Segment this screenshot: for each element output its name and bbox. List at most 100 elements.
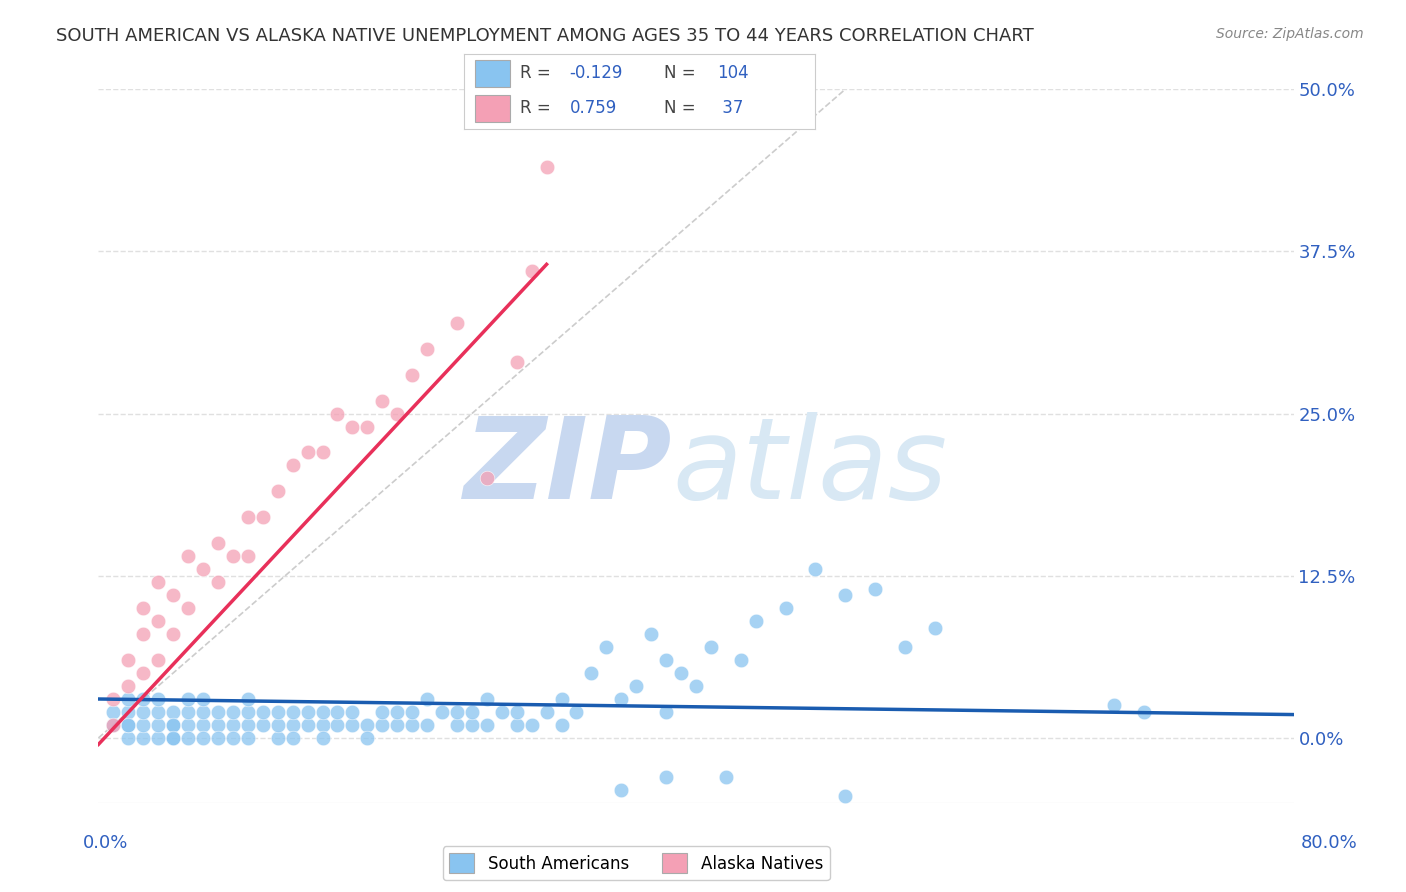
Point	[745, 614, 768, 628]
Point	[177, 705, 200, 719]
Point	[117, 705, 139, 719]
Point	[236, 705, 259, 719]
Point	[252, 705, 274, 719]
Point	[236, 692, 259, 706]
Text: 104: 104	[717, 64, 748, 82]
Point	[700, 640, 723, 654]
Point	[416, 718, 439, 732]
Point	[520, 718, 543, 732]
Point	[222, 731, 245, 745]
Point	[162, 705, 184, 719]
Point	[1133, 705, 1156, 719]
Point	[610, 782, 633, 797]
Point	[132, 731, 155, 745]
Point	[834, 789, 856, 804]
Point	[222, 549, 245, 564]
Point	[162, 731, 184, 745]
Text: 37: 37	[717, 99, 744, 117]
Point	[132, 718, 155, 732]
Point	[356, 419, 378, 434]
Point	[191, 731, 214, 745]
Point	[148, 731, 170, 745]
Point	[685, 679, 707, 693]
Point	[714, 770, 737, 784]
Point	[148, 705, 170, 719]
Point	[177, 718, 200, 732]
Point	[297, 718, 319, 732]
Point	[162, 627, 184, 641]
Point	[222, 705, 245, 719]
Point	[177, 731, 200, 745]
Point	[103, 692, 125, 706]
Point	[281, 705, 304, 719]
Point	[252, 510, 274, 524]
Point	[581, 666, 603, 681]
Point	[222, 718, 245, 732]
Point	[356, 731, 378, 745]
Point	[236, 510, 259, 524]
Point	[446, 316, 468, 330]
Point	[297, 445, 319, 459]
Point	[475, 471, 498, 485]
Point	[640, 627, 662, 641]
Point	[148, 692, 170, 706]
Point	[162, 588, 184, 602]
Point	[132, 627, 155, 641]
Point	[924, 621, 946, 635]
Point	[207, 718, 229, 732]
Point	[117, 692, 139, 706]
Point	[385, 718, 409, 732]
Point	[177, 692, 200, 706]
Text: SOUTH AMERICAN VS ALASKA NATIVE UNEMPLOYMENT AMONG AGES 35 TO 44 YEARS CORRELATI: SOUTH AMERICAN VS ALASKA NATIVE UNEMPLOY…	[56, 27, 1033, 45]
Point	[655, 770, 678, 784]
Point	[655, 653, 678, 667]
Point	[117, 679, 139, 693]
Text: -0.129: -0.129	[569, 64, 623, 82]
Point	[446, 718, 468, 732]
Point	[177, 601, 200, 615]
Point	[834, 588, 856, 602]
Point	[103, 705, 125, 719]
Text: 0.0%: 0.0%	[83, 834, 128, 852]
Point	[311, 731, 333, 745]
Point	[326, 705, 349, 719]
Point	[446, 705, 468, 719]
Point	[401, 705, 423, 719]
Point	[148, 718, 170, 732]
Point	[311, 718, 333, 732]
Point	[148, 614, 170, 628]
Point	[730, 653, 752, 667]
Point	[595, 640, 617, 654]
Point	[401, 368, 423, 382]
Point	[430, 705, 453, 719]
Point	[342, 419, 364, 434]
Point	[236, 549, 259, 564]
Point	[536, 705, 558, 719]
FancyBboxPatch shape	[475, 95, 510, 122]
Point	[1104, 698, 1126, 713]
Point	[385, 407, 409, 421]
Point	[342, 718, 364, 732]
Point	[267, 484, 290, 499]
Point	[356, 718, 378, 732]
Point	[191, 562, 214, 576]
Point	[281, 731, 304, 745]
Point	[191, 692, 214, 706]
Point	[281, 458, 304, 473]
Point	[461, 718, 484, 732]
Point	[610, 692, 633, 706]
Point	[311, 445, 333, 459]
Point	[775, 601, 797, 615]
Text: Source: ZipAtlas.com: Source: ZipAtlas.com	[1216, 27, 1364, 41]
Point	[506, 705, 529, 719]
Point	[506, 354, 529, 368]
Point	[461, 705, 484, 719]
Point	[117, 731, 139, 745]
Point	[132, 705, 155, 719]
Point	[191, 718, 214, 732]
Point	[536, 160, 558, 174]
Point	[177, 549, 200, 564]
Point	[804, 562, 827, 576]
Point	[162, 718, 184, 732]
Point	[342, 705, 364, 719]
